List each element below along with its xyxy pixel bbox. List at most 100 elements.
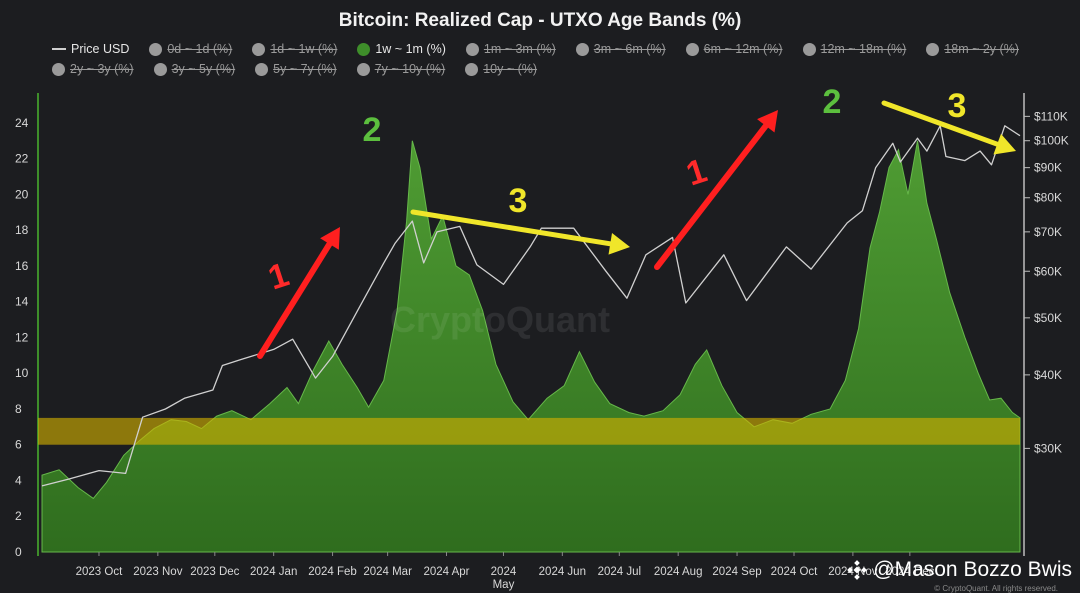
legend-item[interactable]: 1m ~ 3m (%) [465,42,556,56]
legend-item[interactable]: 0d ~ 1d (%) [149,42,232,56]
legend-dot-marker [575,42,589,56]
legend-label: 1d ~ 1w (%) [270,42,338,56]
legend-dot-marker [465,42,479,56]
legend-item[interactable]: 5y ~ 7y (%) [255,62,337,76]
y-right-tick-label: $70K [1034,225,1062,239]
x-tick-label: May [493,579,515,591]
legend-label: 12m ~ 18m (%) [820,42,907,56]
y-right-tick-label: $110K [1034,109,1068,123]
legend-label: 7y ~ 10y (%) [374,62,446,76]
legend-dot-marker [149,42,163,56]
annotation-number: 2 [823,83,842,121]
legend-label: 18m ~ 2y (%) [944,42,1019,56]
x-tick-label: 2023 Dec [190,566,239,578]
legend-item[interactable]: 12m ~ 18m (%) [802,42,907,56]
x-tick-label: 2024 Sep [712,566,761,578]
y-left-tick-label: 20 [15,187,29,201]
legend-item[interactable]: 3y ~ 5y (%) [153,62,236,76]
legend-item[interactable]: 1d ~ 1w (%) [252,42,337,56]
annotation-number: 1 [682,152,712,194]
legend-row: Price USD 0d ~ 1d (%) 1d ~ 1w (%) 1w ~ 1m (… [52,42,1039,56]
arrow-flat-1-shaft [410,209,613,247]
legend-dot-marker [356,62,370,76]
x-tick-label: 2024 Mar [363,566,412,578]
y-left-tick-label: 14 [15,295,29,309]
arrow-down-2-shaft [881,100,1000,147]
y-left-tick-label: 8 [15,402,22,416]
legend-item[interactable]: 10y ~ (%) [465,62,537,76]
cryptoquant-watermark: CryptoQuant [390,299,610,340]
legend-row: 2y ~ 3y (%) 3y ~ 5y (%) 5y ~ 7y (%) 7y ~ 10… [52,62,557,76]
legend-label: 10y ~ (%) [483,62,538,76]
author-handle: @Mason Bozzo Bwis [873,558,1072,581]
legend-dot-marker [153,62,167,76]
legend-dot-marker [685,42,699,56]
x-tick-label: 2024 [491,566,517,578]
copyright-credit: © CryptoQuant. All rights reserved. [934,584,1058,593]
y-left-tick-label: 24 [15,116,29,130]
legend-item[interactable]: 7y ~ 10y (%) [356,62,446,76]
y-right-tick-label: $80K [1034,191,1062,205]
y-left-tick-label: 16 [15,259,29,273]
annotation-number: 1 [264,256,294,298]
legend-line-marker [52,48,66,50]
arrow-up-2-shaft [654,122,769,270]
author-watermark: @Mason Bozzo Bwis [847,558,1072,582]
legend-label: 3y ~ 5y (%) [171,62,236,76]
x-tick-label: 2024 Feb [308,566,357,578]
legend-item[interactable]: 1w ~ 1m (%) [357,42,446,56]
y-left-tick-label: 22 [15,152,29,166]
legend-item[interactable]: Price USD [52,42,129,56]
legend-item[interactable]: 18m ~ 2y (%) [926,42,1019,56]
arrow-down-2-head [993,133,1016,155]
arrow-up-1-head [320,227,340,250]
legend-label: 1w ~ 1m (%) [375,42,446,56]
legend-dot-marker [357,42,371,56]
y-right-tick-label: $40K [1034,368,1062,382]
annotation-number: 2 [363,111,382,149]
highlight-band [38,417,1020,445]
y-right-tick-label: $100K [1034,134,1069,148]
x-tick-label: 2024 Oct [771,566,818,578]
y-right-tick-label: $30K [1034,441,1062,455]
legend-label: 3m ~ 6m (%) [593,42,666,56]
annotation-number: 3 [948,87,967,125]
legend-label: 5y ~ 7y (%) [273,62,337,76]
legend-item[interactable]: 6m ~ 12m (%) [685,42,783,56]
x-tick-label: 2023 Nov [133,566,182,578]
legend-item[interactable]: 3m ~ 6m (%) [575,42,666,56]
x-tick-label: 2024 Apr [423,566,469,578]
legend-dot-marker [802,42,816,56]
y-left-tick-label: 4 [15,473,22,487]
legend-item[interactable]: 2y ~ 3y (%) [52,62,134,76]
legend-label: 6m ~ 12m (%) [703,42,783,56]
chart-title: Bitcoin: Realized Cap - UTXO Age Bands (… [338,10,742,31]
arrow-up-2-head [757,110,778,133]
legend-label: 2y ~ 3y (%) [70,62,134,76]
y-left-tick-label: 6 [15,438,22,452]
x-tick-label: 2023 Oct [76,566,123,578]
legend-dot-marker [252,42,266,56]
x-tick-label: 2024 Dec [885,566,934,578]
legend-dot-marker [255,62,269,76]
diamond-logo-icon [847,560,868,580]
y-left-tick-label: 18 [15,223,29,237]
arrow-up-1-shaft [257,240,333,359]
x-tick-label: 2024 Jul [598,566,641,578]
legend-label: 0d ~ 1d (%) [167,42,233,56]
legend-label: 1m ~ 3m (%) [483,42,556,56]
y-left-tick-label: 2 [15,509,22,523]
area-series-1w-1m [41,140,1021,553]
x-tick-label: 2024 Aug [654,566,703,578]
x-tick-label: 2024 Jun [539,566,586,578]
y-right-tick-label: $60K [1034,264,1062,278]
y-left-tick-label: 10 [15,366,29,380]
y-left-tick-label: 12 [15,330,29,344]
y-right-tick-label: $50K [1034,311,1062,325]
annotation-number: 3 [509,182,528,220]
arrow-flat-1-head [608,232,630,255]
x-tick-label: 2024 Jan [250,566,297,578]
y-right-tick-label: $90K [1034,161,1062,175]
legend-dot-marker [465,62,479,76]
